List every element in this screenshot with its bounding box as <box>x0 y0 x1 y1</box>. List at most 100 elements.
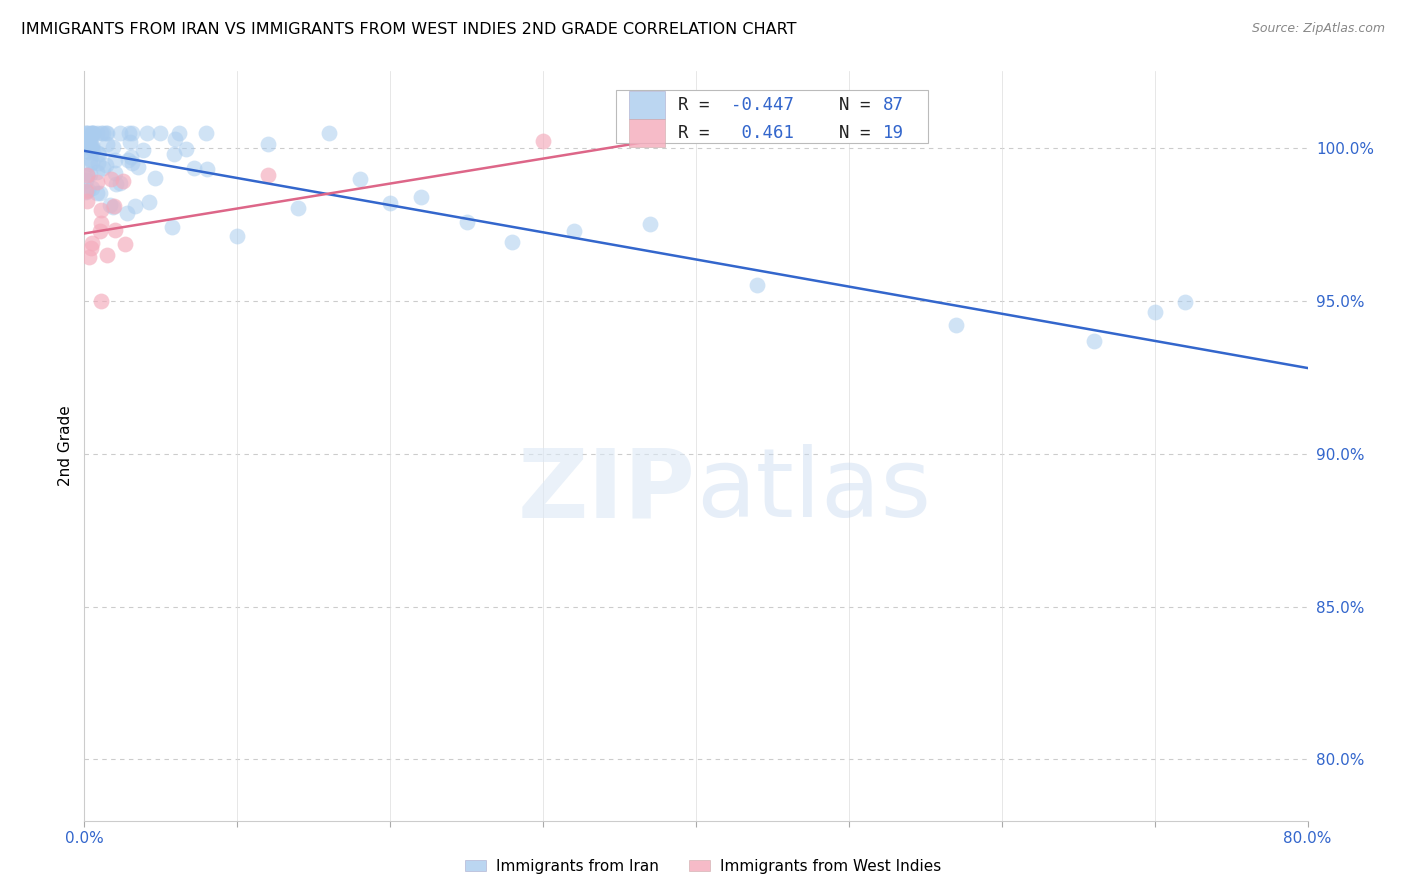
Text: -0.447: -0.447 <box>731 95 794 114</box>
Point <box>163 147 186 161</box>
Point <box>1083 334 1105 348</box>
Point <box>82 126 104 140</box>
Point <box>163 132 186 146</box>
Point <box>90 203 112 218</box>
Point <box>103 139 125 153</box>
Text: N =: N = <box>818 95 882 114</box>
Point <box>747 277 769 292</box>
Point <box>75 140 97 154</box>
Point <box>105 177 128 191</box>
Point <box>82 126 104 140</box>
Point <box>562 224 585 238</box>
Point <box>409 190 432 204</box>
Point <box>79 167 101 181</box>
Point <box>945 318 967 332</box>
Point <box>86 186 108 200</box>
Point <box>104 166 127 180</box>
Legend: Immigrants from Iran, Immigrants from West Indies: Immigrants from Iran, Immigrants from We… <box>458 853 948 880</box>
Point <box>77 145 100 159</box>
Point <box>87 147 110 161</box>
Point <box>117 153 139 167</box>
Point <box>77 126 100 140</box>
Point <box>104 223 127 237</box>
Point <box>80 241 103 255</box>
Point <box>91 161 114 175</box>
Point <box>86 126 108 140</box>
Text: R =: R = <box>678 124 720 142</box>
Point <box>75 185 97 199</box>
Point <box>103 200 125 214</box>
Point <box>76 169 98 183</box>
Point <box>121 126 143 140</box>
Point <box>94 158 117 172</box>
Point <box>195 161 218 176</box>
Text: atlas: atlas <box>696 444 931 538</box>
Point <box>104 153 127 168</box>
Point <box>114 237 136 252</box>
Point <box>167 126 190 140</box>
Text: 87: 87 <box>883 95 904 114</box>
Point <box>89 186 111 200</box>
Point <box>103 199 125 213</box>
Point <box>287 201 309 215</box>
Point <box>76 194 98 208</box>
Point <box>121 155 143 169</box>
Text: Source: ZipAtlas.com: Source: ZipAtlas.com <box>1251 22 1385 36</box>
Point <box>87 145 110 160</box>
Y-axis label: 2nd Grade: 2nd Grade <box>58 406 73 486</box>
Point <box>108 176 131 190</box>
Point <box>90 216 112 230</box>
Text: ZIP: ZIP <box>517 444 696 538</box>
Point <box>79 131 101 145</box>
Text: 0.461: 0.461 <box>731 124 794 142</box>
Point <box>124 199 146 213</box>
Point <box>76 168 98 182</box>
Point <box>118 126 141 140</box>
Point <box>80 236 103 251</box>
Point <box>143 170 166 185</box>
Point <box>257 168 280 182</box>
Point <box>79 152 101 166</box>
Text: N =: N = <box>818 124 882 142</box>
Bar <box>616 90 928 143</box>
Point <box>135 126 157 140</box>
Point <box>257 137 280 152</box>
Point <box>96 248 118 262</box>
Point <box>75 136 97 151</box>
Point <box>115 206 138 220</box>
Point <box>120 150 142 164</box>
Point <box>174 142 197 156</box>
Point <box>79 126 101 140</box>
Point <box>86 156 108 170</box>
Point <box>1143 305 1166 319</box>
Point <box>502 235 524 249</box>
Point <box>531 134 554 148</box>
Point <box>79 157 101 171</box>
Point <box>82 143 104 157</box>
Point <box>98 198 121 212</box>
Point <box>226 229 249 244</box>
Point <box>318 126 340 140</box>
Point <box>75 184 97 198</box>
Point <box>76 144 98 158</box>
Point <box>138 194 160 209</box>
Text: R =: R = <box>678 95 720 114</box>
Point <box>456 215 478 229</box>
Point <box>638 217 661 231</box>
Point <box>82 155 104 169</box>
Point <box>100 172 122 186</box>
Point <box>79 139 101 153</box>
Text: IMMIGRANTS FROM IRAN VS IMMIGRANTS FROM WEST INDIES 2ND GRADE CORRELATION CHART: IMMIGRANTS FROM IRAN VS IMMIGRANTS FROM … <box>21 22 797 37</box>
Point <box>194 126 217 140</box>
Point <box>75 126 97 140</box>
Point <box>80 140 103 154</box>
Point <box>89 126 111 140</box>
Point <box>76 183 98 197</box>
Point <box>160 220 183 235</box>
Point <box>82 138 104 153</box>
Point <box>96 126 118 140</box>
Point <box>86 165 108 179</box>
Bar <box>628 119 665 147</box>
Bar <box>628 91 665 119</box>
Point <box>183 161 205 176</box>
